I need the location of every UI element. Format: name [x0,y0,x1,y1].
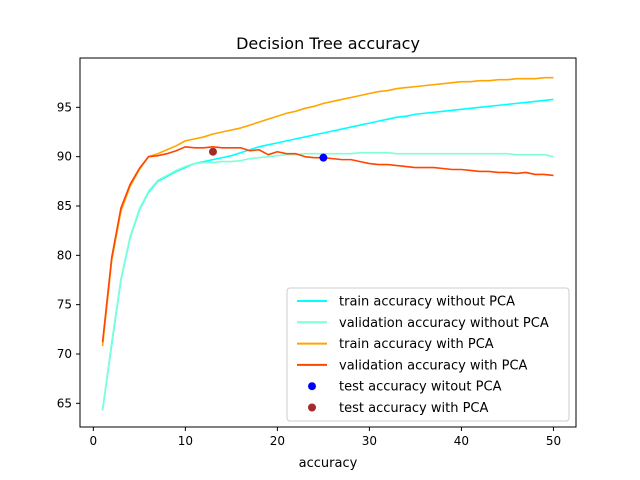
x-tick-label: 30 [362,434,377,448]
legend-label-test-accuracy-witout-pca: test accuracy witout PCA [339,380,502,395]
y-tick-label: 70 [57,347,72,361]
legend-label-test-accuracy-with-pca: test accuracy with PCA [339,401,489,416]
y-tick-label: 90 [57,150,72,164]
legend-swatch-test-accuracy-with-pca [308,403,316,412]
series-line-validation-accuracy-with-pca [101,146,554,343]
x-tick-label: 40 [454,434,469,448]
y-tick-label: 75 [57,298,72,312]
y-tick-label: 65 [57,396,72,410]
y-tick-label: 95 [57,100,72,114]
points-layer [208,147,328,162]
legend-label-train-accuracy-with-pca: train accuracy with PCA [339,337,494,352]
legend-label-train-accuracy-without-pca: train accuracy without PCA [339,295,515,310]
y-axis: 65 70 75 80 85 90 95 [57,100,80,410]
plot-frame [79,57,577,428]
y-tick-label: 80 [57,248,72,262]
series-line-train-accuracy-with-pca [101,76,554,347]
x-tick-label: 50 [546,434,561,448]
series-layer [101,76,554,411]
series-line-validation-accuracy-without-pca [101,151,554,411]
legend: train accuracy without PCA validation acc… [286,287,570,422]
x-tick-label: 20 [270,434,285,448]
legend-box [286,287,570,422]
x-axis-label: accuracy [299,456,358,471]
point-test-accuracy-with-pca [208,147,217,156]
legend-swatch-test-accuracy-witout-pca [308,382,316,391]
legend-label-validation-accuracy-without-pca: validation accuracy without PCA [339,316,549,331]
series-line-train-accuracy-without-pca [101,98,554,411]
x-tick-label: 0 [90,434,98,448]
x-tick-label: 10 [178,434,193,448]
point-test-accuracy-witout-pca [319,153,328,162]
legend-label-validation-accuracy-with-pca: validation accuracy with PCA [339,358,528,373]
y-tick-label: 85 [57,199,72,213]
chart-title: Decision Tree accuracy [236,34,420,53]
x-axis: 0 10 20 30 40 50 [90,427,561,448]
